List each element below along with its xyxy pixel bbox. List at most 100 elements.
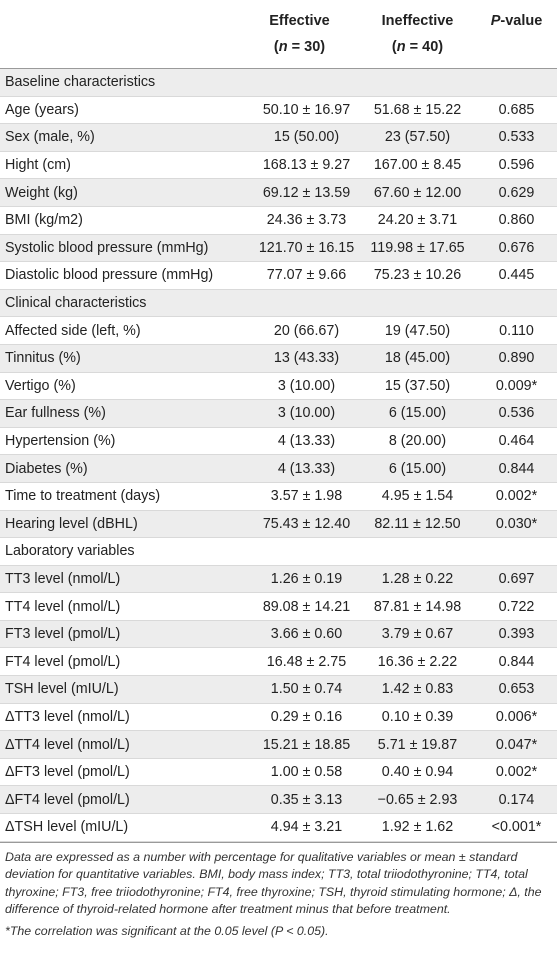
cell-p-value: 0.629 — [476, 178, 557, 207]
table-row: ΔTT4 level (nmol/L) 15.21 ± 18.85 5.71 ± 1… — [0, 730, 557, 759]
cell-p-value: 0.536 — [476, 399, 557, 428]
cell-effective: 3 (10.00) — [240, 372, 359, 401]
row-label: ΔTT3 level (nmol/L) — [0, 703, 240, 732]
cell-ineffective: 87.81 ± 14.98 — [359, 592, 476, 621]
table-row: Systolic blood pressure (mmHg) 121.70 ± 1… — [0, 234, 557, 263]
table-row: Hearing level (dBHL) 75.43 ± 12.40 82.11 ±… — [0, 510, 557, 539]
results-table: Effective Ineffective P-value (n = 30) (… — [0, 0, 557, 842]
cell-effective: 15.21 ± 18.85 — [240, 730, 359, 759]
cell-ineffective: 75.23 ± 10.26 — [359, 261, 476, 290]
significance-footnote: *The correlation was significant at the … — [5, 924, 329, 938]
cell-ineffective: 6 (15.00) — [359, 399, 476, 428]
cell-ineffective: 1.42 ± 0.83 — [359, 675, 476, 704]
table-row: Weight (kg) 69.12 ± 13.59 67.60 ± 12.00 0.6… — [0, 178, 557, 207]
cell-effective: 4 (13.33) — [240, 454, 359, 483]
row-label: TT4 level (nmol/L) — [0, 592, 240, 621]
row-label: ΔTT4 level (nmol/L) — [0, 730, 240, 759]
row-label: Hearing level (dBHL) — [0, 510, 240, 539]
cell-effective: 0.35 ± 3.13 — [240, 785, 359, 815]
header-p-value: P-value — [476, 0, 557, 34]
cell-ineffective: 6 (15.00) — [359, 454, 476, 483]
cell-effective: 15 (50.00) — [240, 123, 359, 152]
row-label: TSH level (mIU/L) — [0, 675, 240, 704]
row-label: Hight (cm) — [0, 151, 240, 180]
cell-p-value: 0.047* — [476, 730, 557, 759]
table-row: Time to treatment (days) 3.57 ± 1.98 4.95 … — [0, 482, 557, 511]
cell-ineffective: 3.79 ± 0.67 — [359, 620, 476, 649]
row-label: Ear fullness (%) — [0, 399, 240, 428]
table-body: Baseline characteristics Age (years) 50.10… — [0, 68, 557, 842]
section-label: Clinical characteristics — [0, 289, 557, 318]
table-row: Vertigo (%) 3 (10.00) 15 (37.50) 0.009* — [0, 372, 557, 401]
cell-p-value: 0.860 — [476, 206, 557, 235]
section-row: Clinical characteristics — [0, 289, 557, 318]
cell-p-value: 0.009* — [476, 372, 557, 401]
table-row: Hypertension (%) 4 (13.33) 8 (20.00) 0.464 — [0, 427, 557, 456]
cell-effective: 1.50 ± 0.74 — [240, 675, 359, 704]
cell-ineffective: 1.92 ± 1.62 — [359, 813, 476, 842]
row-label: Diabetes (%) — [0, 454, 240, 483]
table-row: Age (years) 50.10 ± 16.97 51.68 ± 15.22 0.6… — [0, 96, 557, 125]
cell-effective: 4.94 ± 3.21 — [240, 813, 359, 842]
cell-ineffective: 23 (57.50) — [359, 123, 476, 152]
row-label: Affected side (left, %) — [0, 316, 240, 345]
section-row: Laboratory variables — [0, 537, 557, 566]
cell-effective: 3.57 ± 1.98 — [240, 482, 359, 511]
cell-effective: 0.29 ± 0.16 — [240, 703, 359, 732]
cell-ineffective: 0.10 ± 0.39 — [359, 703, 476, 732]
cell-ineffective: 67.60 ± 12.00 — [359, 178, 476, 207]
cell-p-value: 0.445 — [476, 261, 557, 290]
cell-effective: 89.08 ± 14.21 — [240, 592, 359, 621]
header-blank-2 — [0, 34, 240, 69]
table-row: Ear fullness (%) 3 (10.00) 6 (15.00) 0.536 — [0, 399, 557, 428]
row-label: Tinnitus (%) — [0, 344, 240, 373]
cell-p-value: <0.001* — [476, 813, 557, 842]
table-row: ΔFT4 level (pmol/L) 0.35 ± 3.13 −0.65 ± 2.… — [0, 785, 557, 815]
cell-p-value: 0.596 — [476, 151, 557, 180]
section-label: Baseline characteristics — [0, 68, 557, 97]
cell-ineffective: 8 (20.00) — [359, 427, 476, 456]
row-label: Vertigo (%) — [0, 372, 240, 401]
table-row: Diastolic blood pressure (mmHg) 77.07 ± 9… — [0, 261, 557, 290]
cell-p-value: 0.464 — [476, 427, 557, 456]
header-effective: Effective — [240, 0, 359, 34]
cell-ineffective: 4.95 ± 1.54 — [359, 482, 476, 511]
table-row: ΔTSH level (mIU/L) 4.94 ± 3.21 1.92 ± 1.62… — [0, 813, 557, 842]
cell-effective: 4 (13.33) — [240, 427, 359, 456]
table-row: Tinnitus (%) 13 (43.33) 18 (45.00) 0.890 — [0, 344, 557, 373]
cell-p-value: 0.030* — [476, 510, 557, 539]
table-row: ΔFT3 level (pmol/L) 1.00 ± 0.58 0.40 ± 0.9… — [0, 758, 557, 787]
cell-effective: 24.36 ± 3.73 — [240, 206, 359, 235]
header-blank — [0, 0, 240, 34]
cell-ineffective: 1.28 ± 0.22 — [359, 565, 476, 594]
header-ineffective-n: (n = 40) — [359, 34, 476, 69]
cell-ineffective: 18 (45.00) — [359, 344, 476, 373]
row-label: TT3 level (nmol/L) — [0, 565, 240, 594]
cell-ineffective: 16.36 ± 2.22 — [359, 647, 476, 677]
cell-effective: 77.07 ± 9.66 — [240, 261, 359, 290]
cell-p-value: 0.174 — [476, 785, 557, 815]
cell-p-value: 0.653 — [476, 675, 557, 704]
table-header: Effective Ineffective P-value (n = 30) (… — [0, 0, 557, 69]
table-row: TT3 level (nmol/L) 1.26 ± 0.19 1.28 ± 0.22… — [0, 565, 557, 594]
cell-ineffective: 51.68 ± 15.22 — [359, 96, 476, 125]
cell-effective: 69.12 ± 13.59 — [240, 178, 359, 207]
cell-ineffective: 19 (47.50) — [359, 316, 476, 345]
section-label: Laboratory variables — [0, 537, 557, 566]
header-ineffective: Ineffective — [359, 0, 476, 34]
cell-p-value: 0.110 — [476, 316, 557, 345]
cell-effective: 75.43 ± 12.40 — [240, 510, 359, 539]
cell-p-value: 0.002* — [476, 758, 557, 787]
row-label: Hypertension (%) — [0, 427, 240, 456]
table-row: Hight (cm) 168.13 ± 9.27 167.00 ± 8.45 0.59… — [0, 151, 557, 180]
cell-p-value: 0.697 — [476, 565, 557, 594]
cell-ineffective: 167.00 ± 8.45 — [359, 151, 476, 180]
row-label: ΔFT3 level (pmol/L) — [0, 758, 240, 787]
table-row: Affected side (left, %) 20 (66.67) 19 (47.… — [0, 316, 557, 345]
section-row: Baseline characteristics — [0, 68, 557, 97]
cell-ineffective: 0.40 ± 0.94 — [359, 758, 476, 787]
row-label: Weight (kg) — [0, 178, 240, 207]
header-blank-3 — [476, 34, 557, 69]
table-row: ΔTT3 level (nmol/L) 0.29 ± 0.16 0.10 ± 0.3… — [0, 703, 557, 732]
